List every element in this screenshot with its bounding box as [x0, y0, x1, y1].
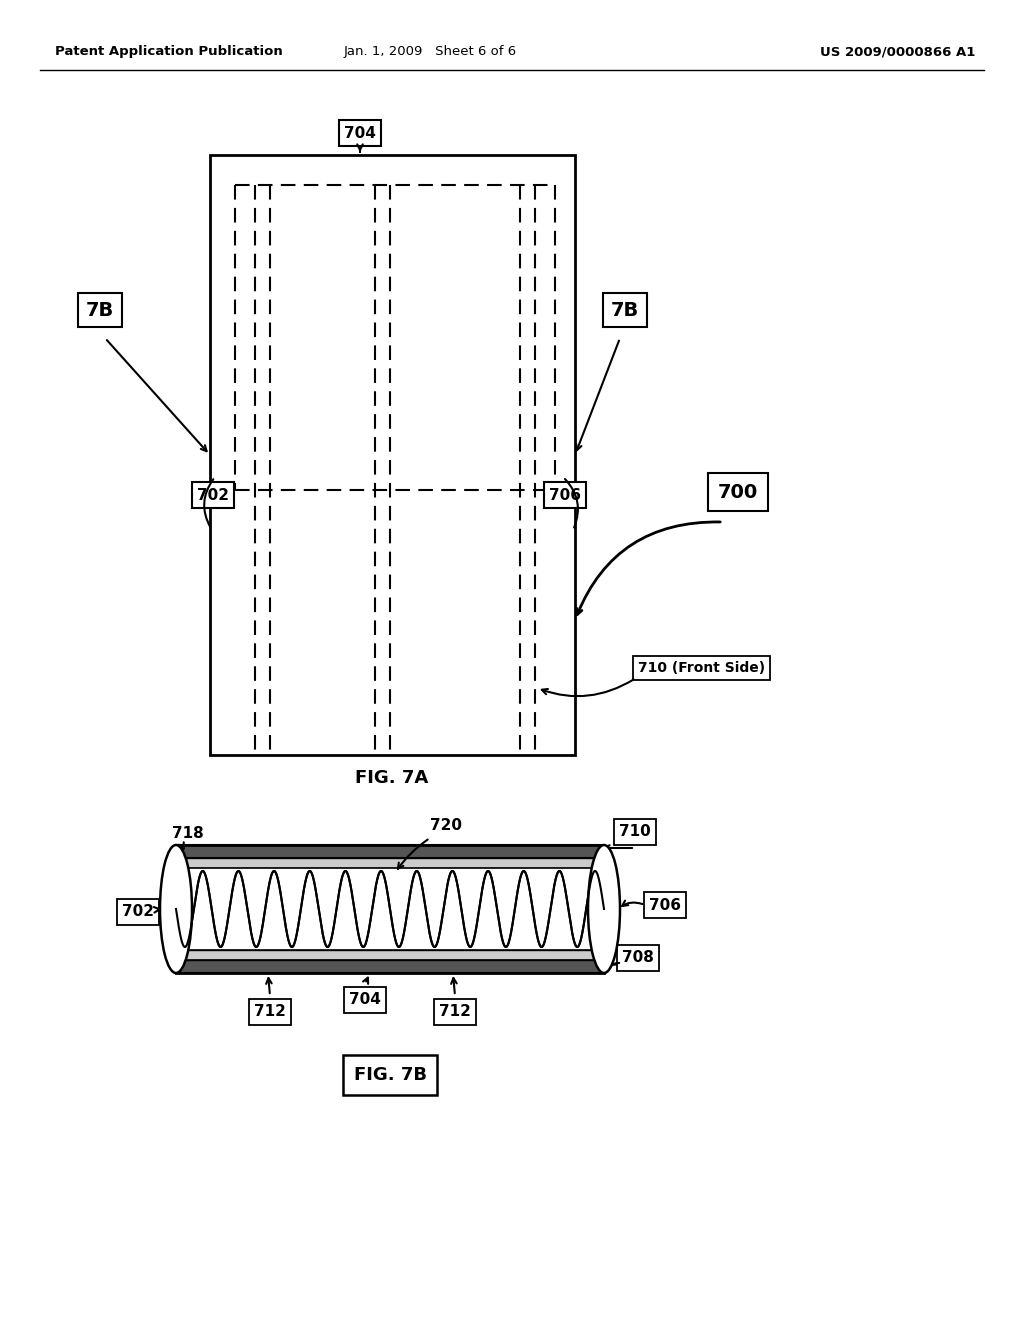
- Text: FIG. 7A: FIG. 7A: [355, 770, 429, 787]
- Bar: [176, 960, 604, 973]
- Text: Jan. 1, 2009   Sheet 6 of 6: Jan. 1, 2009 Sheet 6 of 6: [343, 45, 516, 58]
- Bar: [176, 869, 604, 950]
- Text: Patent Application Publication: Patent Application Publication: [55, 45, 283, 58]
- Text: 712: 712: [254, 1005, 286, 1019]
- Text: 708: 708: [622, 950, 654, 965]
- Ellipse shape: [588, 845, 620, 973]
- Text: 7B: 7B: [611, 301, 639, 319]
- Bar: [176, 845, 604, 973]
- Bar: [176, 858, 604, 869]
- Text: 700: 700: [718, 483, 758, 502]
- Text: 706: 706: [649, 898, 681, 912]
- Text: 712: 712: [439, 1005, 471, 1019]
- Text: 702: 702: [197, 487, 229, 503]
- Text: 710 (Front Side): 710 (Front Side): [638, 661, 765, 675]
- Ellipse shape: [160, 845, 193, 973]
- Text: 710: 710: [620, 825, 651, 840]
- Bar: [210, 154, 575, 755]
- Text: 704: 704: [349, 993, 381, 1007]
- Text: FIG. 7B: FIG. 7B: [353, 1067, 427, 1084]
- Text: 702: 702: [122, 904, 154, 920]
- Bar: [176, 950, 604, 960]
- Text: 706: 706: [549, 487, 581, 503]
- Bar: [176, 845, 604, 858]
- Text: 720: 720: [430, 818, 462, 833]
- Text: 704: 704: [344, 125, 376, 140]
- Text: 718: 718: [172, 825, 204, 841]
- Text: 7B: 7B: [86, 301, 114, 319]
- Text: US 2009/0000866 A1: US 2009/0000866 A1: [820, 45, 976, 58]
